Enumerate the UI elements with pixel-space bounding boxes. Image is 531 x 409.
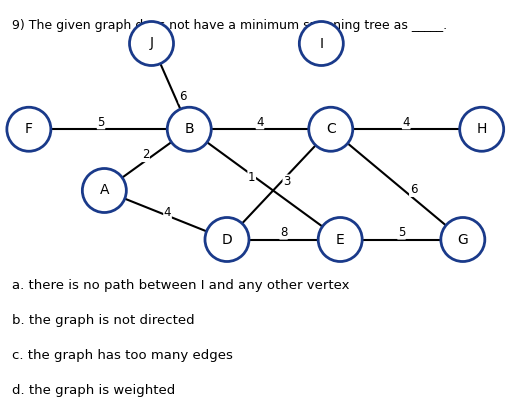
Text: E: E: [336, 232, 345, 247]
Text: 4: 4: [164, 206, 172, 219]
Text: b. the graph is not directed: b. the graph is not directed: [12, 314, 195, 327]
Circle shape: [205, 218, 249, 261]
Text: d. the graph is weighted: d. the graph is weighted: [12, 384, 175, 397]
Text: 4: 4: [256, 116, 264, 129]
Text: D: D: [221, 232, 233, 247]
Text: 5: 5: [398, 226, 405, 239]
Text: G: G: [457, 232, 468, 247]
Text: c. the graph has too many edges: c. the graph has too many edges: [12, 349, 233, 362]
Circle shape: [167, 107, 211, 151]
Text: 5: 5: [97, 116, 105, 129]
Text: A: A: [100, 184, 109, 198]
Text: B: B: [184, 122, 194, 136]
Text: C: C: [326, 122, 336, 136]
Circle shape: [82, 169, 126, 213]
Circle shape: [318, 218, 362, 261]
Circle shape: [309, 107, 353, 151]
Circle shape: [130, 22, 174, 65]
Circle shape: [460, 107, 504, 151]
Circle shape: [299, 22, 344, 65]
Text: 9) The given graph does not have a minimum spanning tree as _____.: 9) The given graph does not have a minim…: [12, 19, 447, 32]
Text: 3: 3: [283, 175, 290, 188]
Circle shape: [7, 107, 51, 151]
Text: 8: 8: [280, 226, 287, 239]
Text: 2: 2: [142, 148, 149, 162]
Text: a. there is no path between I and any other vertex: a. there is no path between I and any ot…: [12, 279, 349, 292]
Text: 1: 1: [248, 171, 255, 184]
Text: 4: 4: [402, 116, 410, 129]
Text: H: H: [476, 122, 487, 136]
Text: J: J: [150, 36, 153, 50]
Text: 6: 6: [409, 183, 417, 196]
Text: F: F: [25, 122, 33, 136]
Text: 6: 6: [179, 90, 187, 103]
Text: I: I: [319, 36, 323, 50]
Circle shape: [441, 218, 485, 261]
